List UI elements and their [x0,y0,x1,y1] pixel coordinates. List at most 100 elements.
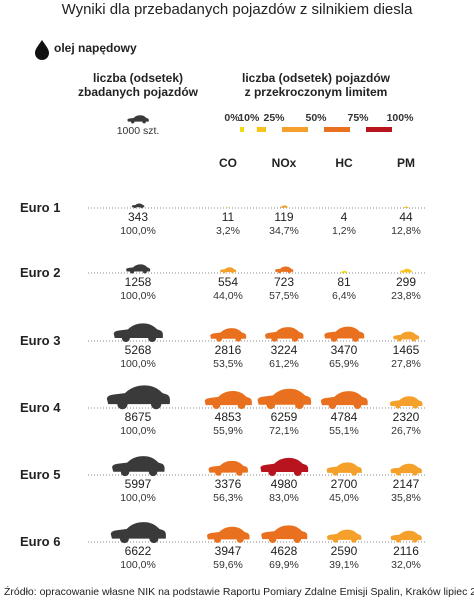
total-car [126,264,151,274]
limit-car [208,460,248,476]
limit-count: 3224 [271,343,298,357]
limit-car [204,391,252,409]
legend-swatch [366,127,392,132]
limit-share: 53,5% [213,358,243,370]
limit-share: 56,3% [213,492,243,504]
legend-swatch [256,127,266,132]
limit-count: 4853 [215,410,242,424]
left-header: liczba (odsetek) [93,71,183,85]
column-header: NOx [272,156,297,170]
limit-car [340,270,348,274]
limit-share: 1,2% [332,225,356,237]
total-share: 100,0% [120,492,156,504]
limit-car [343,207,345,209]
total-count: 5268 [125,343,152,357]
limit-car [210,328,247,342]
total-count: 6622 [125,544,152,558]
column-header: PM [397,156,415,170]
total-share: 100,0% [120,559,156,571]
total-car [113,323,163,343]
limit-car [324,326,365,342]
total-share: 100,0% [120,358,156,370]
title: Wyniki dla przebadanych pojazdów z silni… [62,1,414,18]
legend-label: 25% [263,112,285,124]
limit-share: 45,0% [329,492,359,504]
limit-car [393,331,420,342]
limit-count: 44 [399,210,413,224]
limit-car [400,268,412,274]
limit-count: 2116 [393,544,419,558]
column-header: CO [219,156,237,170]
legend-label: 75% [347,112,369,124]
limit-car [390,463,422,476]
limit-count: 554 [218,275,238,289]
limit-count: 3376 [215,477,242,491]
limit-car [265,327,304,342]
left-header: zbadanych pojazdów [78,85,199,99]
limit-count: 299 [396,275,416,289]
limit-share: 32,0% [391,559,421,571]
limit-count: 119 [274,210,293,224]
legend-label: 100% [387,112,415,124]
row-label: Euro 6 [20,534,60,549]
limit-share: 44,0% [213,290,243,302]
limit-count: 2590 [331,544,358,558]
limit-share: 35,8% [391,492,421,504]
limit-share: 27,8% [391,358,421,370]
limit-share: 69,9% [269,559,299,571]
limit-count: 2816 [215,343,242,357]
row-label: Euro 4 [20,400,61,415]
total-car [131,203,145,209]
limit-car [403,206,409,209]
column-header: HC [335,156,353,170]
limit-share: 57,5% [269,290,299,302]
limit-car [326,462,362,476]
total-count: 1258 [125,275,152,289]
limit-share: 26,7% [391,425,421,437]
limit-count: 81 [337,275,351,289]
limit-share: 23,8% [391,290,421,302]
limit-count: 1465 [393,343,420,357]
limit-count: 2700 [331,477,358,491]
drop-icon [35,40,49,60]
legend-label: 50% [305,112,327,124]
limit-car [280,205,288,209]
row-label: Euro 5 [20,467,60,482]
limit-count: 4 [341,210,348,224]
legend-label: 0% [224,112,240,124]
limit-car [275,266,294,274]
total-count: 5997 [125,477,152,491]
limit-car [390,530,422,543]
limit-share: 65,9% [329,358,359,370]
limit-count: 2147 [393,477,420,491]
limit-share: 83,0% [269,492,299,504]
limit-share: 61,2% [269,358,299,370]
limit-car [226,207,230,209]
limit-car [207,526,250,543]
reference-label: 1000 szt. [117,125,160,137]
limit-count: 4628 [271,544,298,558]
row-label: Euro 2 [20,265,60,280]
limit-count: 723 [274,275,294,289]
limit-count: 4980 [271,477,298,491]
limit-car [327,529,362,543]
limit-share: 39,1% [329,559,359,571]
legend-swatch [324,127,350,132]
limit-car [389,396,423,409]
total-car [110,522,166,544]
reference-car [127,115,149,124]
limit-share: 59,6% [213,559,243,571]
row-label: Euro 1 [20,200,60,215]
limit-count: 3947 [215,544,242,558]
total-count: 8675 [125,410,152,424]
total-share: 100,0% [120,225,156,237]
limit-share: 12,8% [391,225,421,237]
limit-car [220,267,237,274]
limit-share: 34,7% [269,225,299,237]
source: Źródło: opracowanie własne NIK na podsta… [4,585,474,598]
limit-count: 4784 [331,410,358,424]
legend-swatch [282,127,308,132]
total-count: 343 [128,210,148,224]
limit-share: 55,9% [213,425,243,437]
